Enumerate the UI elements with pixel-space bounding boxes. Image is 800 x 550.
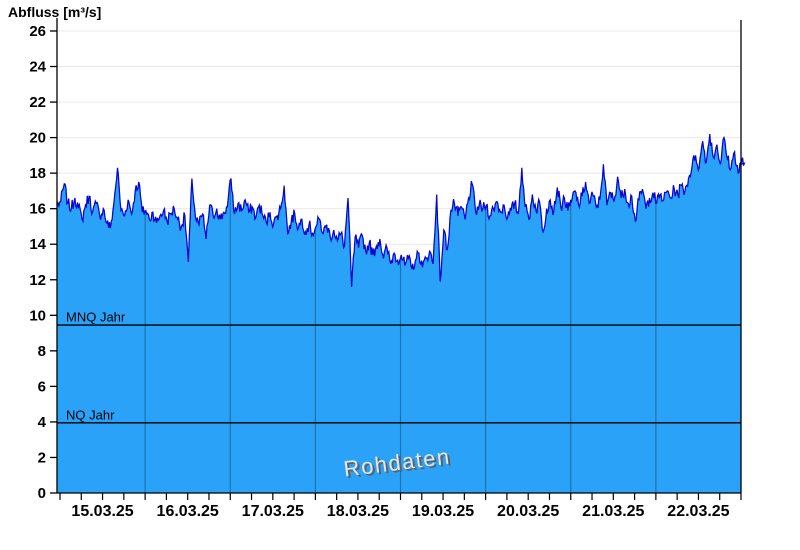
reference-line-label-mnq-jahr: MNQ Jahr — [66, 310, 126, 325]
y-tick-label: 14 — [29, 236, 46, 253]
chart-title: Abfluss [m³/s] — [8, 4, 102, 20]
y-tick-label: 10 — [29, 307, 46, 324]
y-tick-label: 12 — [29, 272, 46, 289]
y-tick-label: 22 — [29, 94, 46, 111]
x-day-label: 19.03.25 — [412, 503, 474, 520]
y-tick-label: 0 — [38, 485, 46, 502]
x-day-label: 17.03.25 — [242, 503, 304, 520]
y-tick-label: 4 — [38, 414, 47, 431]
y-tick-label: 6 — [38, 378, 46, 395]
x-day-label: 21.03.25 — [582, 503, 644, 520]
reference-line-label-nq-jahr: NQ Jahr — [66, 407, 115, 422]
y-tick-label: 2 — [38, 449, 46, 466]
y-tick-label: 24 — [29, 59, 46, 76]
x-day-label: 15.03.25 — [71, 503, 133, 520]
x-day-label: 22.03.25 — [667, 503, 729, 520]
y-tick-label: 16 — [29, 201, 46, 218]
discharge-line — [56, 133, 746, 287]
y-tick-label: 20 — [29, 130, 46, 147]
x-day-label: 16.03.25 — [157, 503, 219, 520]
y-tick-label: 8 — [38, 343, 46, 360]
x-day-label: 20.03.25 — [497, 503, 559, 520]
x-day-label: 18.03.25 — [327, 503, 389, 520]
y-tick-label: 18 — [29, 165, 46, 182]
y-tick-label: 26 — [29, 23, 46, 40]
